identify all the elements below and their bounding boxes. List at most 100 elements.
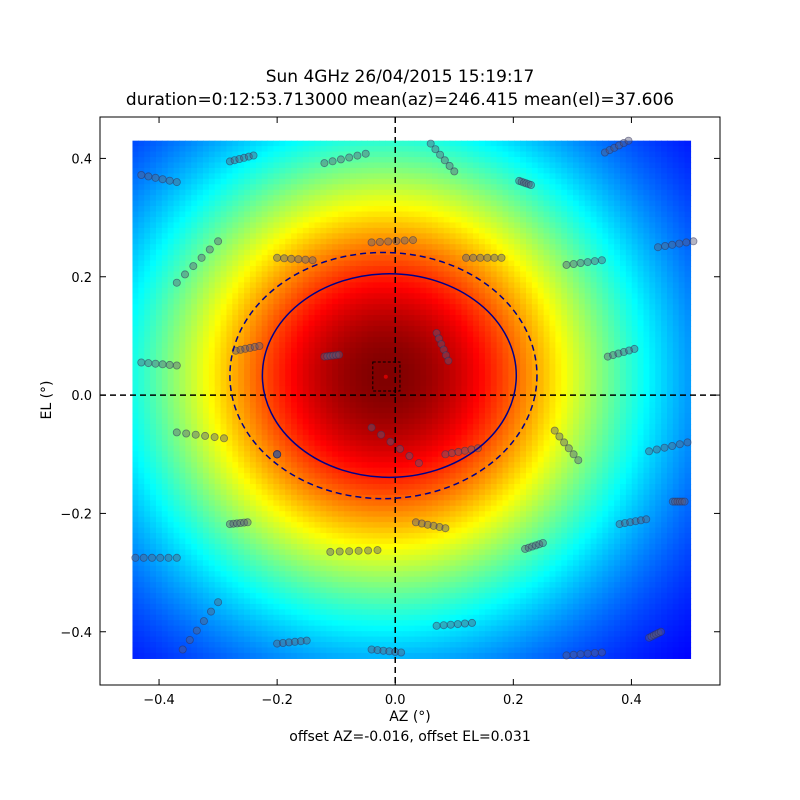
- heatmap-cell: [285, 146, 292, 153]
- heatmap-cell: [244, 440, 251, 447]
- heatmap-cell: [291, 652, 298, 659]
- heatmap-cell: [367, 342, 374, 349]
- heatmap-cell: [385, 195, 392, 202]
- heatmap-cell: [414, 500, 421, 507]
- heatmap-cell: [367, 592, 374, 600]
- heatmap-cell: [355, 385, 363, 392]
- heatmap-cell: [155, 489, 163, 496]
- heatmap-cell: [414, 385, 421, 392]
- heatmap-cell: [367, 625, 374, 632]
- heatmap-cell: [390, 151, 398, 158]
- heatmap-cell: [197, 434, 204, 441]
- heatmap-cell: [279, 505, 286, 512]
- heatmap-cell: [255, 565, 263, 572]
- heatmap-cell: [202, 631, 210, 638]
- heatmap-cell: [144, 522, 151, 529]
- heatmap-cell: [138, 380, 145, 387]
- heatmap-cell: [367, 396, 374, 403]
- heatmap-cell: [338, 413, 345, 420]
- heatmap-cell: [402, 146, 410, 153]
- heatmap-cell: [161, 375, 169, 382]
- heatmap-cell: [379, 603, 386, 610]
- heatmap-cell: [308, 342, 316, 349]
- heatmap-cell: [238, 418, 245, 425]
- heatmap-cell: [208, 167, 216, 174]
- heatmap-cell: [396, 157, 404, 164]
- heatmap-cell: [296, 456, 304, 463]
- heatmap-cell: [226, 385, 233, 392]
- heatmap-cell: [232, 598, 239, 605]
- heatmap-cell: [214, 467, 222, 474]
- heatmap-cell: [208, 255, 216, 262]
- heatmap-cell: [385, 238, 392, 245]
- heatmap-cell: [232, 353, 239, 360]
- heatmap-cell: [249, 603, 257, 610]
- heatmap-cell: [208, 614, 216, 621]
- heatmap-cell: [238, 620, 245, 627]
- heatmap-cell: [426, 375, 433, 382]
- heatmap-cell: [214, 227, 222, 234]
- heatmap-cell: [150, 178, 157, 185]
- heatmap-cell: [285, 298, 292, 305]
- heatmap-cell: [326, 505, 333, 512]
- heatmap-cell: [214, 533, 222, 540]
- heatmap-cell: [308, 451, 316, 458]
- heatmap-cell: [249, 216, 257, 224]
- heatmap-cell: [314, 157, 322, 164]
- heatmap-cell: [326, 309, 333, 316]
- heatmap-cell: [197, 582, 204, 589]
- heatmap-cell: [161, 407, 169, 414]
- heatmap-cell: [226, 342, 233, 349]
- heatmap-cell: [308, 522, 316, 529]
- heatmap-cell: [232, 325, 239, 332]
- heatmap-cell: [396, 380, 404, 387]
- heatmap-cell: [273, 620, 280, 627]
- heatmap-cell: [226, 320, 233, 327]
- heatmap-cell: [302, 429, 310, 436]
- heatmap-cell: [426, 511, 433, 518]
- heatmap-cell: [414, 260, 421, 267]
- heatmap-cell: [326, 167, 333, 174]
- heatmap-cell: [273, 527, 280, 534]
- heatmap-cell: [320, 255, 327, 262]
- heatmap-cell: [150, 216, 157, 224]
- heatmap-cell: [197, 189, 204, 196]
- heatmap-cell: [202, 603, 210, 610]
- heatmap-cell: [314, 391, 322, 398]
- heatmap-cell: [326, 565, 333, 572]
- heatmap-cell: [432, 538, 439, 545]
- heatmap-cell: [238, 647, 245, 654]
- heatmap-cell: [255, 315, 263, 322]
- heatmap-cell: [361, 287, 369, 294]
- heatmap-cell: [314, 407, 322, 414]
- heatmap-cell: [220, 293, 228, 300]
- heatmap-cell: [249, 467, 257, 474]
- heatmap-cell: [361, 342, 369, 349]
- heatmap-cell: [267, 162, 275, 169]
- heatmap-cell: [338, 402, 345, 409]
- heatmap-cell: [191, 222, 198, 229]
- heatmap-cell: [326, 571, 333, 578]
- heatmap-cell: [179, 282, 186, 289]
- heatmap-cell: [285, 206, 292, 213]
- heatmap-cell: [402, 255, 410, 262]
- heatmap-cell: [396, 456, 404, 463]
- heatmap-cell: [138, 211, 145, 218]
- heatmap-cell: [355, 157, 363, 164]
- heatmap-cell: [185, 396, 192, 403]
- heatmap-cell: [226, 625, 233, 632]
- heatmap-cell: [261, 157, 269, 164]
- heatmap-cell: [326, 582, 333, 589]
- heatmap-cell: [244, 511, 251, 518]
- heatmap-cell: [432, 173, 439, 180]
- heatmap-cell: [326, 642, 333, 649]
- heatmap-cell: [132, 162, 139, 169]
- heatmap-cell: [296, 331, 304, 338]
- heatmap-cell: [279, 293, 286, 300]
- heatmap-cell: [338, 473, 345, 480]
- heatmap-cell: [132, 527, 139, 534]
- heatmap-cell: [367, 543, 374, 550]
- heatmap-cell: [343, 582, 351, 589]
- heatmap-cell: [267, 140, 275, 147]
- heatmap-cell: [279, 233, 286, 240]
